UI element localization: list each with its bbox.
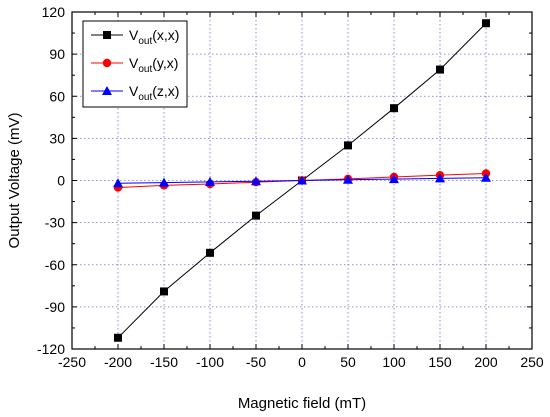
y-tick-label: -120 (37, 341, 65, 357)
y-axis-title: Output Voltage (mV) (6, 113, 23, 249)
data-point (252, 211, 260, 220)
data-point (343, 174, 353, 184)
data-point (390, 104, 398, 113)
series-layer (113, 19, 491, 342)
data-point (297, 175, 307, 185)
legend: Vout(x,x) Vout(y,x) Vout(z,x) (82, 20, 188, 108)
y-tick-label: 30 (49, 130, 65, 146)
data-point (206, 248, 214, 257)
data-point (436, 65, 444, 74)
y-tick-label: 60 (49, 88, 65, 104)
legend-label: Vout(z,x) (129, 83, 179, 103)
x-axis-title: Magnetic field (mT) (238, 395, 366, 412)
x-tick-label: -250 (58, 354, 86, 370)
x-tick-label: 150 (428, 354, 452, 370)
legend-label: Vout(x,x) (129, 27, 179, 47)
y-tick-label: -30 (45, 215, 65, 231)
x-tick-label: -100 (196, 354, 224, 370)
x-tick-label: -150 (150, 354, 178, 370)
data-point (481, 172, 491, 182)
data-point (205, 176, 215, 186)
data-point (114, 333, 122, 342)
x-tick-label: -200 (104, 354, 132, 370)
x-tick-label: 250 (520, 354, 544, 370)
data-point (251, 176, 261, 186)
x-tick-label: 0 (298, 354, 306, 370)
data-point (435, 173, 445, 183)
data-point (160, 287, 168, 296)
data-point (113, 178, 123, 188)
y-tick-label: 120 (42, 4, 66, 20)
legend-entry: Vout(x,x) (91, 27, 179, 47)
ticks: -250 -200 -150 -100 -50 0 50 100 150 200 250 -120 -9… (37, 4, 544, 370)
legend-marker (103, 31, 111, 39)
y-tick-label: -90 (45, 299, 65, 315)
legend-label: Vout(y,x) (129, 55, 178, 75)
y-tick-label: 0 (57, 173, 65, 189)
legend-entry: Vout(z,x) (91, 83, 179, 103)
x-tick-label: 200 (474, 354, 498, 370)
data-point (389, 174, 399, 184)
y-tick-label: 90 (49, 46, 65, 62)
data-point (344, 141, 352, 150)
x-tick-label: -50 (246, 354, 266, 370)
data-point (159, 177, 169, 187)
y-tick-label: -60 (45, 257, 65, 273)
legend-marker (102, 86, 112, 95)
legend-marker (102, 58, 112, 68)
data-point (482, 19, 490, 28)
series-3 (113, 172, 491, 188)
legend-entry: Vout(y,x) (91, 55, 178, 75)
x-tick-label: 100 (382, 354, 406, 370)
x-tick-label: 50 (340, 354, 356, 370)
